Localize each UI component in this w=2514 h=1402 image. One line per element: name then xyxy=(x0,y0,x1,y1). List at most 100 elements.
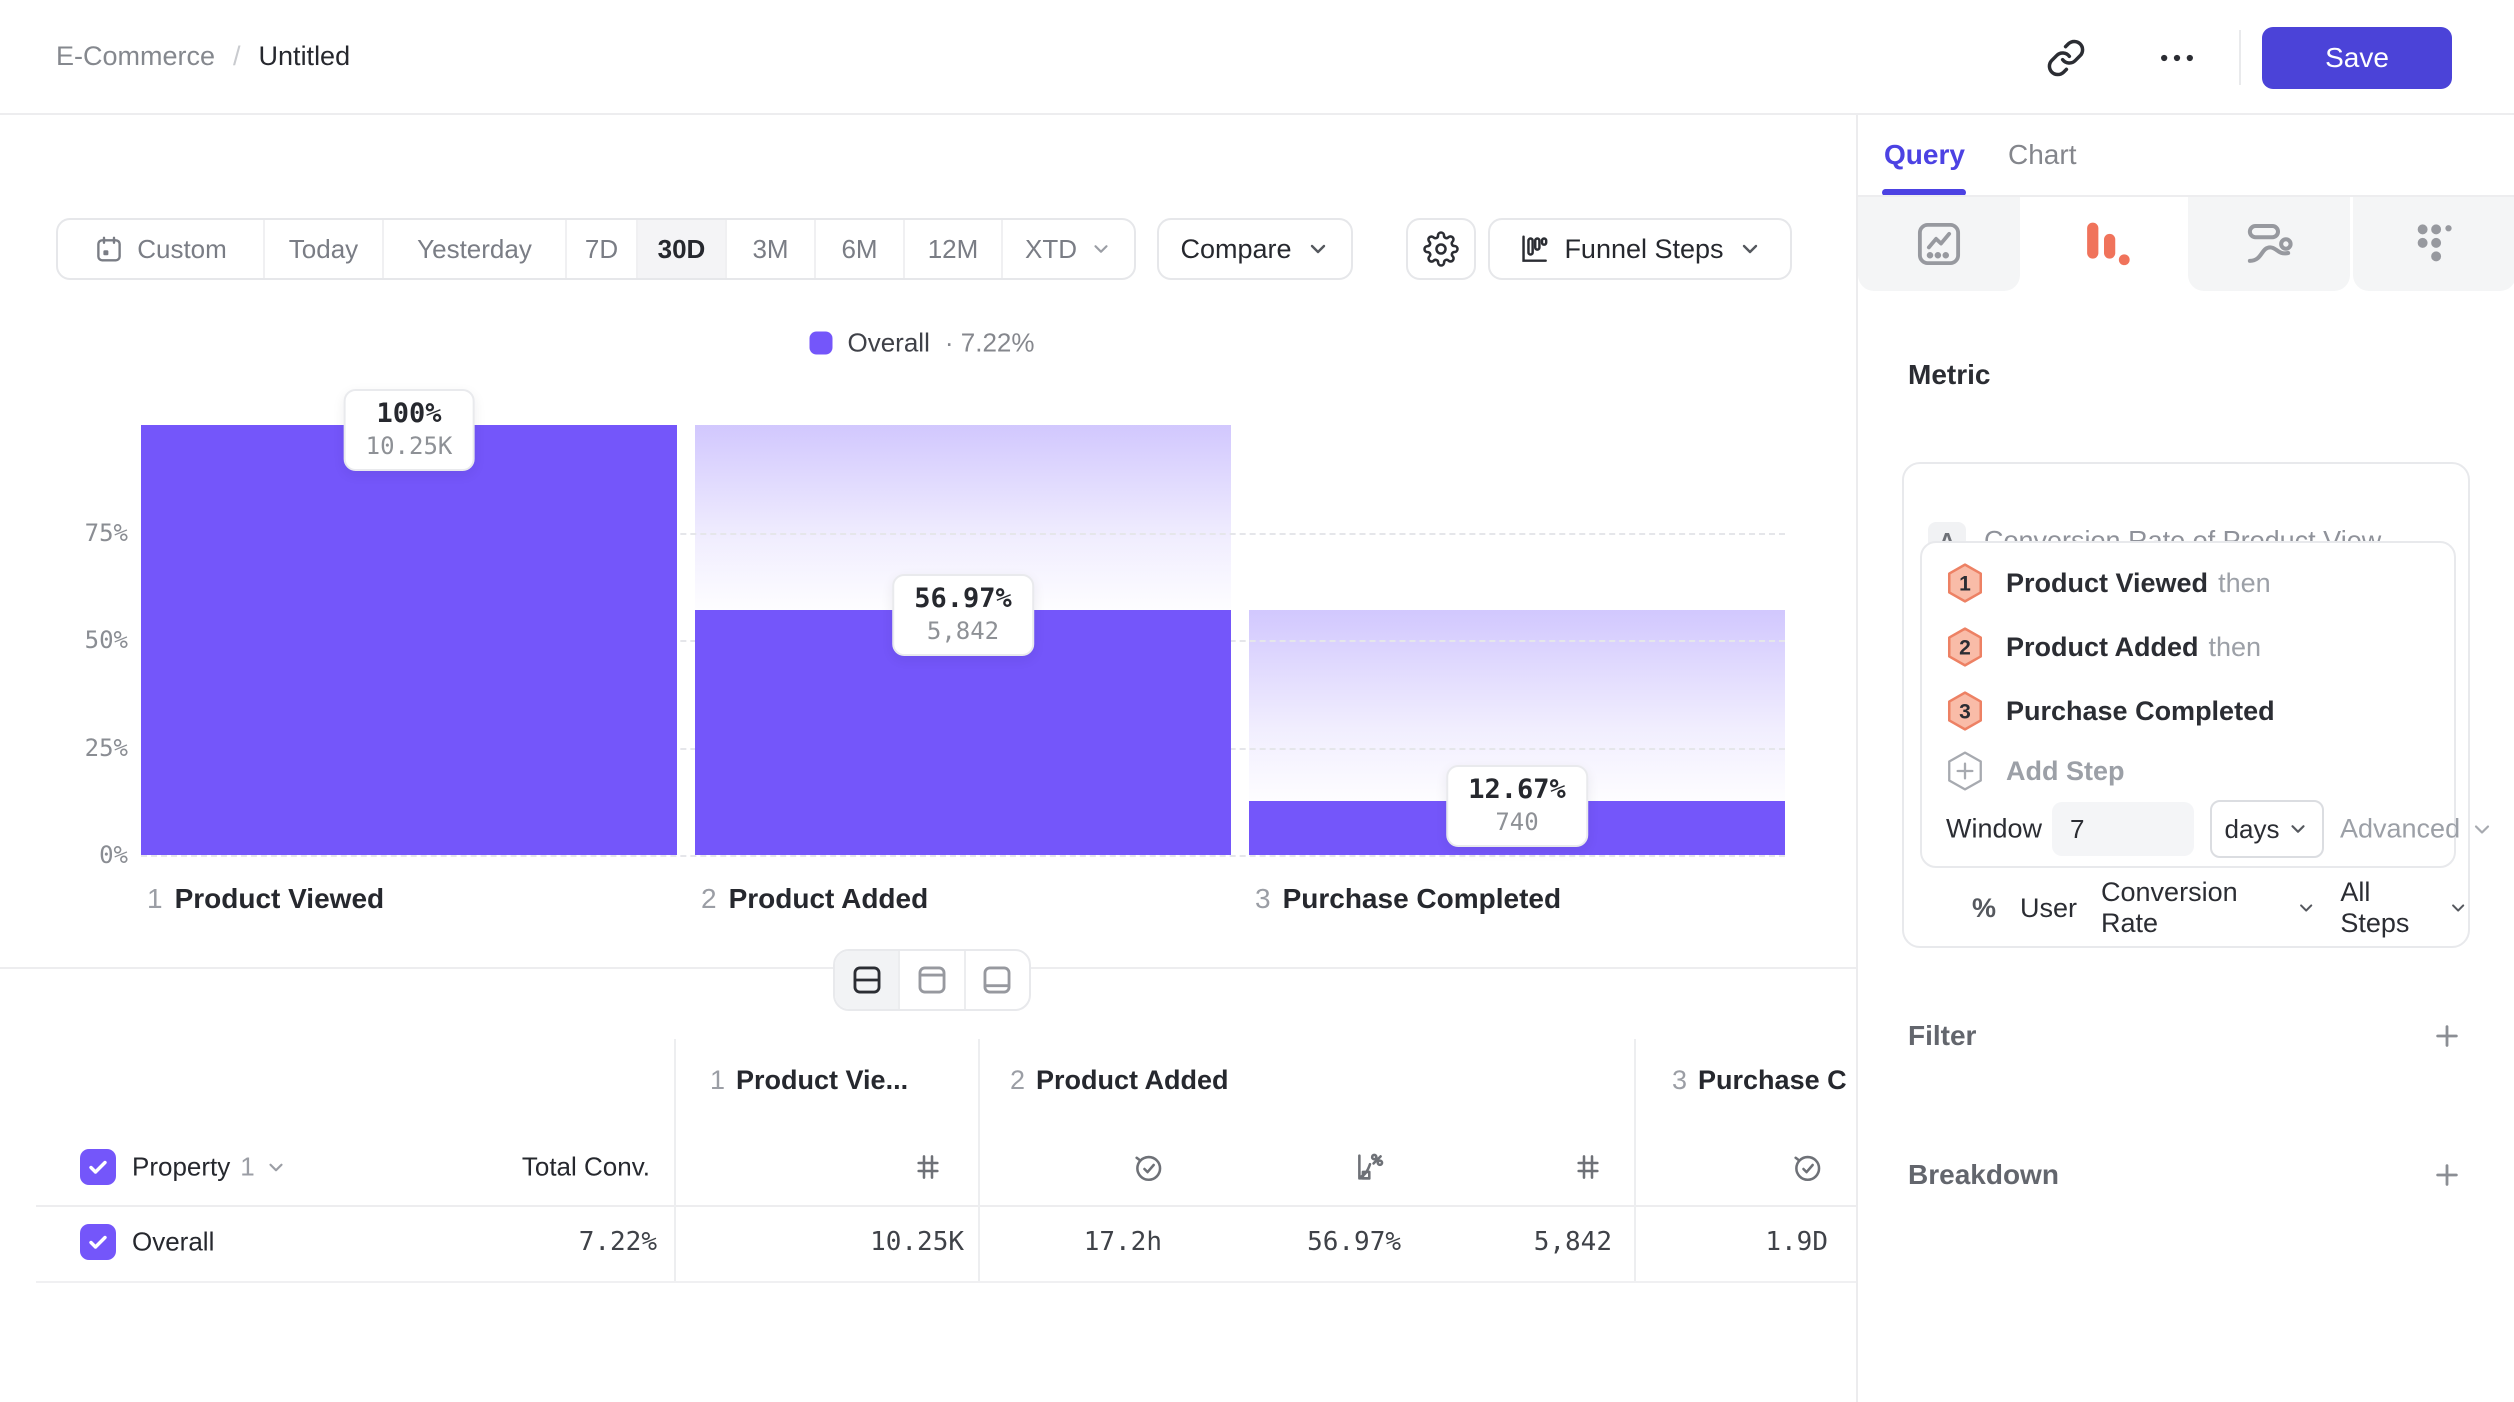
chart-workspace: Custom Today Yesterday 7D 30D 3M 6M 12M … xyxy=(0,115,1856,1402)
add-step-hexagon-icon xyxy=(1946,750,1984,792)
table-header-divider xyxy=(36,1205,1856,1207)
layout-toggle xyxy=(833,949,1031,1011)
legend-series-value: 7.22% xyxy=(960,327,1035,358)
top-panel-view-icon xyxy=(914,963,950,997)
date-range-xtd[interactable]: XTD xyxy=(1003,220,1134,278)
table-column-divider xyxy=(978,1039,980,1282)
property-selector[interactable]: Property 1 xyxy=(132,1152,287,1183)
query-panel: Query Chart xyxy=(1856,115,2514,1402)
layout-toggle-table-only[interactable] xyxy=(966,951,1029,1009)
chart-type-funnel[interactable] xyxy=(2023,197,2185,291)
svg-text:1: 1 xyxy=(1959,572,1971,595)
measured-scope-select[interactable]: All Steps xyxy=(2340,877,2468,939)
layout-toggle-chart-only[interactable] xyxy=(900,951,966,1009)
count-metric-icon[interactable] xyxy=(912,1151,944,1183)
percent-icon[interactable]: % xyxy=(1972,892,1997,923)
cell-step3-time: 1.9D xyxy=(1765,1227,1828,1257)
split-view-icon xyxy=(849,963,885,997)
chart-type-line[interactable] xyxy=(1858,197,2020,291)
chart-type-dots[interactable] xyxy=(2353,197,2514,291)
window-value-input[interactable] xyxy=(2052,802,2194,856)
more-options-button[interactable] xyxy=(2155,36,2199,80)
legend-series-name: Overall xyxy=(847,327,930,358)
check-icon xyxy=(86,1155,110,1179)
funnel-steps-icon xyxy=(1518,233,1550,265)
chevron-down-icon xyxy=(265,1156,287,1178)
funnel-step-2[interactable]: 2 Product Added then xyxy=(1946,626,2261,668)
bar-value-label: 56.97% 5,842 xyxy=(892,574,1034,657)
chart-legend[interactable]: Overall · 7.22% xyxy=(809,327,1035,359)
dots-grid-icon xyxy=(2408,217,2462,271)
select-all-checkbox[interactable] xyxy=(80,1149,116,1185)
measured-entity[interactable]: User xyxy=(2020,892,2078,923)
svg-text:2: 2 xyxy=(1959,636,1971,659)
date-range-12m[interactable]: 12M xyxy=(905,220,1003,278)
time-to-convert-icon[interactable] xyxy=(1131,1150,1165,1184)
x-axis-label: 2 Product Added xyxy=(701,883,929,914)
funnel-step-1[interactable]: 1 Product Viewed then xyxy=(1946,562,2271,604)
x-axis-label: 3 Purchase Completed xyxy=(1255,883,1562,914)
plus-icon xyxy=(2431,1159,2463,1191)
date-range-30d[interactable]: 30D xyxy=(638,220,727,278)
metric-section-heading: Metric xyxy=(1908,359,1991,390)
funnel-step-3[interactable]: 3 Purchase Completed xyxy=(1946,690,2275,732)
window-unit-select[interactable]: days xyxy=(2210,800,2324,858)
bar-count-label: 740 xyxy=(1495,807,1539,836)
breadcrumb-current[interactable]: Untitled xyxy=(258,41,351,71)
bar-pct-label: 56.97% xyxy=(914,583,1012,615)
add-step-button[interactable]: Add Step xyxy=(1946,750,2125,792)
plus-icon xyxy=(2431,1020,2463,1052)
add-breakdown-button[interactable] xyxy=(2431,1159,2463,1191)
table-column-purchase-completed[interactable]: 3 Purchase C xyxy=(1672,1065,1847,1095)
table-column-product-added[interactable]: 2 Product Added xyxy=(1010,1065,1229,1095)
breakdown-section-heading: Breakdown xyxy=(1908,1159,2059,1190)
date-range-custom[interactable]: Custom xyxy=(58,220,265,278)
y-axis-tick: 50% xyxy=(84,626,128,654)
chart-settings-button[interactable] xyxy=(1406,218,1476,280)
bar-pct-label: 12.67% xyxy=(1468,773,1566,805)
add-filter-button[interactable] xyxy=(2431,1020,2463,1052)
time-to-convert-icon[interactable] xyxy=(1790,1150,1824,1184)
gridline xyxy=(141,532,1785,535)
svg-text:3: 3 xyxy=(1959,700,1971,723)
total-conv-header[interactable]: Total Conv. xyxy=(521,1151,650,1182)
bar-count-label: 10.25K xyxy=(365,432,453,460)
date-range-6m[interactable]: 6M xyxy=(816,220,905,278)
legend-swatch xyxy=(809,331,833,355)
compare-label: Compare xyxy=(1180,233,1292,264)
tab-query[interactable]: Query xyxy=(1884,139,1965,170)
date-range-today[interactable]: Today xyxy=(265,220,384,278)
measured-metric-select[interactable]: Conversion Rate xyxy=(2101,877,2316,939)
step-number-badge: 3 xyxy=(1946,690,1984,732)
line-chart-icon xyxy=(1912,217,1966,271)
table-column-divider xyxy=(674,1039,676,1282)
date-range-3m[interactable]: 3M xyxy=(727,220,816,278)
breadcrumb-parent[interactable]: E-Commerce xyxy=(56,41,216,71)
bar-value-label: 100% 10.25K xyxy=(343,389,475,471)
row-checkbox[interactable] xyxy=(80,1224,116,1260)
chart-type-tabs xyxy=(1858,197,2514,291)
share-link-button[interactable] xyxy=(2044,36,2088,80)
x-axis: 1 Product Viewed 2 Product Added 3 Purchase C… xyxy=(141,883,1785,923)
x-axis-label: 1 Product Viewed xyxy=(147,883,385,914)
table-column-product-viewed[interactable]: 1 Product Vie... xyxy=(710,1065,909,1095)
chevron-down-icon xyxy=(2470,817,2494,841)
bar-pct-label: 100% xyxy=(376,398,442,429)
date-range-7d[interactable]: 7D xyxy=(567,220,638,278)
layout-toggle-split[interactable] xyxy=(835,951,901,1009)
date-range-yesterday[interactable]: Yesterday xyxy=(384,220,567,278)
conversion-rate-metric-icon[interactable] xyxy=(1353,1150,1387,1184)
row-label: Overall xyxy=(132,1226,215,1257)
table-row-divider xyxy=(36,1281,1856,1283)
advanced-toggle[interactable]: Advanced xyxy=(2340,814,2494,845)
link-icon xyxy=(2046,38,2086,78)
tab-chart[interactable]: Chart xyxy=(2008,139,2077,170)
compare-button[interactable]: Compare xyxy=(1157,218,1353,280)
save-button[interactable]: Save xyxy=(2262,27,2452,89)
funnel-bar[interactable] xyxy=(141,425,677,855)
breadcrumb: E-Commerce / Untitled xyxy=(56,0,350,113)
funnel-steps-card: 1 Product Viewed then 2 Product Added then xyxy=(1920,541,2490,868)
chart-type-flow[interactable] xyxy=(2188,197,2350,291)
chart-view-selector[interactable]: Funnel Steps xyxy=(1488,218,1792,280)
count-metric-icon[interactable] xyxy=(1572,1151,1604,1183)
